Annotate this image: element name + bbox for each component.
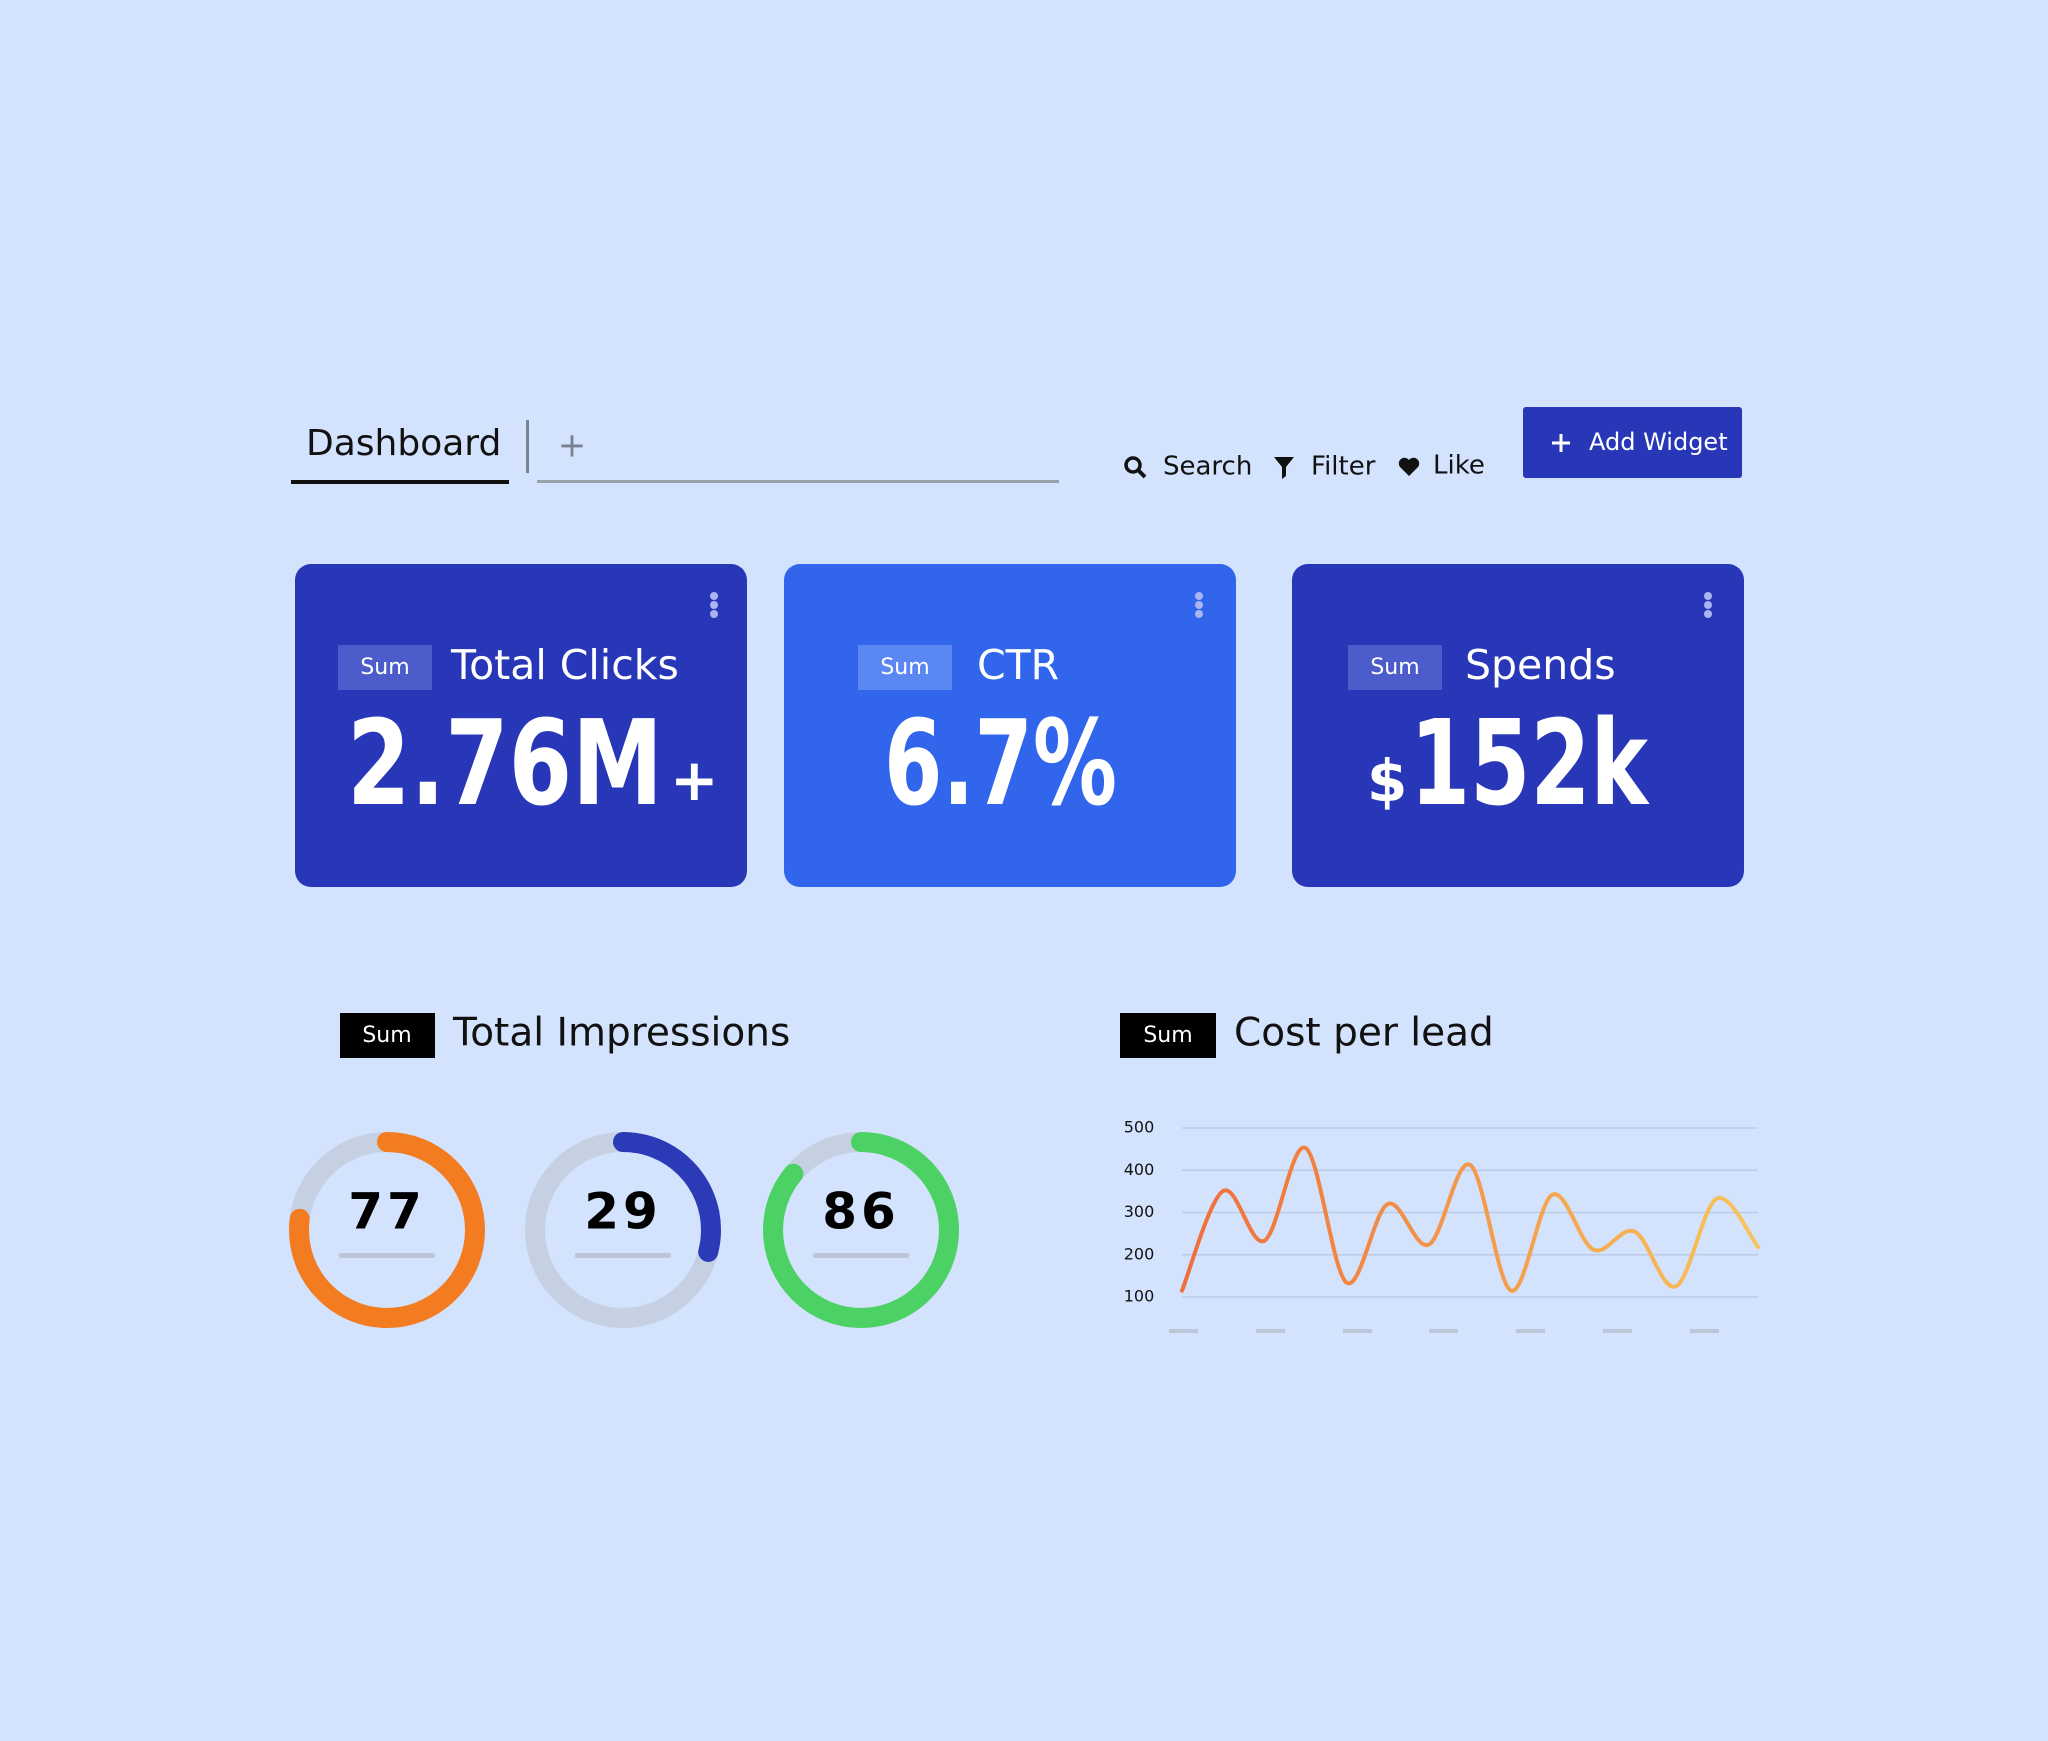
section-title: Total Impressions <box>452 1011 790 1056</box>
kpi-card <box>1292 564 1744 887</box>
donut-arc <box>763 1132 959 1328</box>
search-icon <box>1124 456 1147 479</box>
badge-label: Sum <box>1370 655 1419 680</box>
card-title: CTR <box>977 641 1059 689</box>
badge <box>340 1013 435 1058</box>
y-tick-label: 500 <box>1124 1118 1155 1137</box>
menu-dot <box>710 601 718 609</box>
y-tick-label: 400 <box>1124 1160 1155 1179</box>
filter[interactable]: Filter <box>1311 452 1376 482</box>
kpi-value: 152k <box>1410 694 1650 832</box>
like[interactable]: Like <box>1433 451 1485 481</box>
kpi-card <box>784 564 1236 887</box>
cost-line <box>1180 1145 1760 1293</box>
x-placeholders <box>1169 1329 1719 1333</box>
menu-dot <box>710 592 718 600</box>
kpi-card <box>295 564 747 887</box>
new-tab[interactable]: + <box>558 426 587 466</box>
search[interactable]: Search <box>1163 452 1252 482</box>
menu-dot <box>1704 601 1712 609</box>
kpi-value: 6.7% <box>884 694 1117 832</box>
badge <box>1120 1013 1216 1058</box>
kpi-value: 2.76M <box>347 694 663 832</box>
donut-underline <box>813 1253 909 1258</box>
donut-value: 29 <box>584 1183 662 1241</box>
filter-icon <box>1274 457 1294 479</box>
badge-label: Sum <box>1143 1023 1192 1048</box>
tab[interactable]: Dashboard <box>306 423 501 464</box>
badge <box>338 645 432 690</box>
badge <box>858 645 952 690</box>
donut-underline <box>339 1253 435 1258</box>
donut-value: 86 <box>822 1183 900 1241</box>
card-title: Total Clicks <box>450 641 679 689</box>
menu-dot <box>1195 601 1203 609</box>
value-suffix: + <box>670 746 719 814</box>
like-icon <box>1398 457 1420 476</box>
menu-dot <box>1704 610 1712 618</box>
card-title: Spends <box>1465 641 1616 689</box>
badge <box>1348 645 1442 690</box>
donut-arc <box>289 1132 485 1328</box>
menu-dot <box>1195 610 1203 618</box>
y-tick-label: 200 <box>1124 1244 1155 1263</box>
menu-dot <box>1704 592 1712 600</box>
menu-dot <box>1195 592 1203 600</box>
menu-dot <box>710 610 718 618</box>
badge-label: Sum <box>362 1023 411 1048</box>
y-tick-label: 100 <box>1124 1287 1155 1306</box>
tab-line <box>537 480 1059 483</box>
donut-underline <box>575 1253 671 1258</box>
badge-label: Sum <box>880 655 929 680</box>
tab-underline <box>291 480 509 484</box>
donut-arc <box>525 1132 721 1328</box>
plus-icon <box>1552 434 1570 452</box>
add-widget-label[interactable]: Add Widget <box>1589 428 1728 456</box>
badge-label: Sum <box>360 655 409 680</box>
section-title: Cost per lead <box>1234 1011 1494 1056</box>
divider <box>526 420 529 473</box>
y-tick-label: 300 <box>1124 1202 1155 1221</box>
add-widget-button[interactable] <box>1523 407 1742 478</box>
value-prefix: $ <box>1367 747 1407 815</box>
donut-value: 77 <box>348 1183 426 1241</box>
